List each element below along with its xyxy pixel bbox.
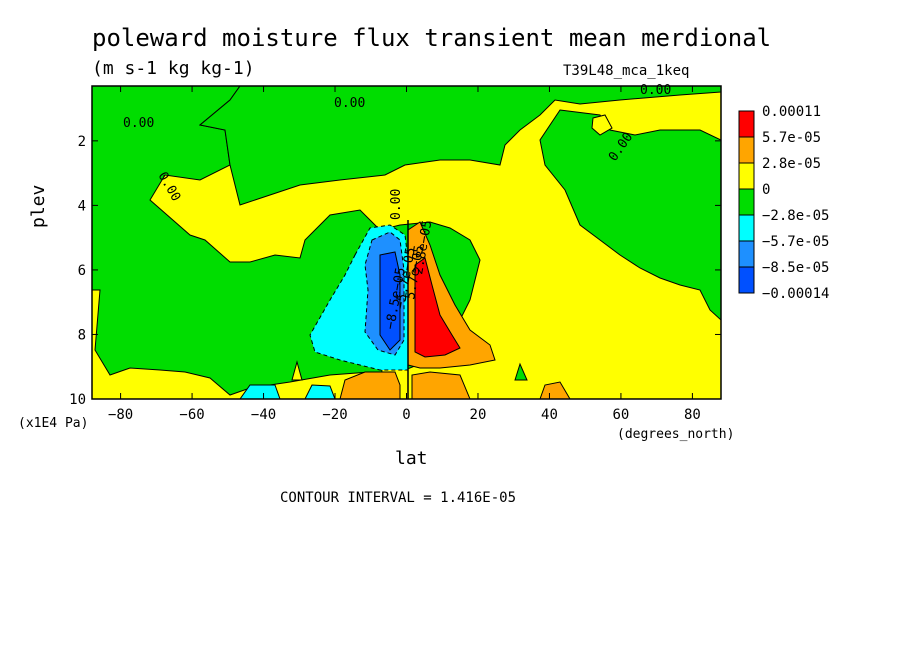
contour-label: 0.00 <box>389 189 404 220</box>
x-tick-label: −20 <box>322 407 347 423</box>
y-tick-label: 2 <box>78 134 86 150</box>
y-tick-label: 10 <box>69 392 86 408</box>
legend-swatch <box>738 266 755 294</box>
contour-label: 0.00 <box>123 116 154 131</box>
region-orange-bottom-far <box>539 381 571 399</box>
y-tick-label: 8 <box>78 327 86 343</box>
x-tick-label: 60 <box>613 407 630 423</box>
region-green-top <box>198 86 721 206</box>
legend-label: 0 <box>762 182 770 198</box>
region-red-positive <box>414 257 461 358</box>
legend-swatch <box>738 240 755 268</box>
region-deepblue-negative <box>379 251 401 351</box>
x-tick-label: −40 <box>251 407 276 423</box>
legend-label: 5.7e-05 <box>762 130 821 146</box>
legend-swatch <box>738 188 755 216</box>
x-tick-label: 0 <box>402 407 410 423</box>
legend-swatch <box>738 214 755 242</box>
x-tick-label: 80 <box>684 407 701 423</box>
y-tick-label: 6 <box>78 263 86 279</box>
run-label: T39L48_mca_1keq <box>563 63 690 79</box>
x-axis: −80 −60 −40 −20 0 20 40 60 80 <box>108 86 701 423</box>
region-orange-bottom-right <box>411 371 471 399</box>
y-axis: 2 4 6 8 10 <box>69 134 721 408</box>
x-tick-label: 40 <box>541 407 558 423</box>
region-orange-bottom-left <box>339 371 401 399</box>
x-axis-units: (degrees_north) <box>617 427 735 442</box>
contour-interval-label: CONTOUR INTERVAL = 1.416E-05 <box>280 490 517 506</box>
legend-label: −0.00014 <box>762 286 829 302</box>
x-tick-label: −60 <box>179 407 204 423</box>
region-yellow-patch <box>591 114 613 136</box>
legend-label: −5.7e-05 <box>762 234 829 250</box>
legend-label: 0.00011 <box>762 104 821 120</box>
colorbar-legend: 0.00011 5.7e-05 2.8e-05 0 −2.8e-05 −5.7e-05 −8… <box>738 104 829 302</box>
legend-swatch <box>738 162 755 190</box>
chart-units: (m s-1 kg kg-1) <box>92 58 255 79</box>
contour-labels: 0.00 0.00 0.00 0.00 0.00 0.00 −5.7e−05 −… <box>123 83 671 331</box>
x-tick-label: −80 <box>108 407 133 423</box>
region-yellow-dot-left <box>291 360 303 381</box>
legend-label: −8.5e-05 <box>762 260 829 276</box>
region-green-right <box>539 109 721 321</box>
region-cyan-bottom <box>239 384 281 399</box>
contour-field <box>92 86 721 399</box>
legend-label: 2.8e-05 <box>762 156 821 172</box>
contour-label: 0.00 <box>334 96 365 111</box>
legend-label: −2.8e-05 <box>762 208 829 224</box>
y-tick-label: 4 <box>78 198 86 214</box>
chart-title: poleward moisture flux transient mean me… <box>92 24 772 52</box>
legend-swatch <box>738 136 755 164</box>
x-tick-label: 20 <box>470 407 487 423</box>
legend-swatch <box>738 110 755 138</box>
x-axis-label: lat <box>395 448 428 469</box>
region-green-dot-right <box>514 362 528 381</box>
region-cyan-bottom-2 <box>304 384 336 399</box>
y-axis-units: (x1E4 Pa) <box>18 416 89 431</box>
